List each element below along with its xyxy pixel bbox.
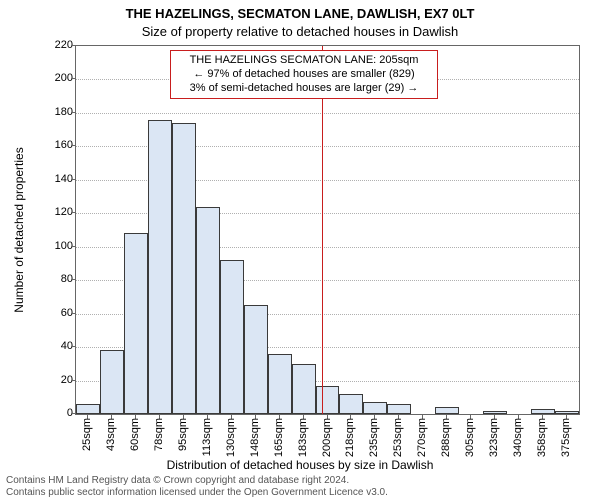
- y-tick-label: 220: [45, 39, 73, 51]
- y-tick-mark: [71, 145, 75, 146]
- x-tick-label: 270sqm: [416, 418, 428, 457]
- y-tick-label: 20: [45, 374, 73, 386]
- x-axis-label: Distribution of detached houses by size …: [0, 458, 600, 472]
- histogram-bar: [316, 386, 340, 414]
- x-tick-label: 78sqm: [153, 418, 165, 451]
- x-tick-label: 95sqm: [177, 418, 189, 451]
- x-tick-label: 43sqm: [105, 418, 117, 451]
- footer-attribution: Contains HM Land Registry data © Crown c…: [0, 475, 600, 498]
- x-tick-label: 340sqm: [512, 418, 524, 457]
- histogram-bar: [435, 407, 459, 414]
- plot-area: [75, 45, 580, 415]
- y-tick-mark: [71, 346, 75, 347]
- annotation-line-2: ← 97% of detached houses are smaller (82…: [177, 68, 431, 82]
- x-tick-label: 358sqm: [536, 418, 548, 457]
- y-tick-label: 180: [45, 106, 73, 118]
- x-tick-label: 200sqm: [321, 418, 333, 457]
- annotation-box: THE HAZELINGS SECMATON LANE: 205sqm ← 97…: [170, 50, 438, 99]
- histogram-bar: [244, 305, 268, 414]
- histogram-bar: [76, 404, 100, 414]
- grid-line: [76, 113, 579, 114]
- y-tick-mark: [71, 78, 75, 79]
- x-tick-label: 113sqm: [201, 418, 213, 456]
- x-tick-label: 305sqm: [464, 418, 476, 457]
- y-tick-label: 140: [45, 173, 73, 185]
- histogram-bar: [220, 260, 244, 414]
- x-tick-label: 25sqm: [81, 418, 93, 451]
- histogram-bar: [292, 364, 316, 414]
- y-tick-label: 0: [45, 407, 73, 419]
- x-tick-label: 288sqm: [440, 418, 452, 457]
- page-subtitle: Size of property relative to detached ho…: [0, 24, 600, 39]
- y-tick-label: 200: [45, 72, 73, 84]
- x-tick-label: 165sqm: [273, 418, 285, 457]
- y-tick-label: 80: [45, 273, 73, 285]
- y-tick-label: 100: [45, 240, 73, 252]
- footer-line-2: Contains public sector information licen…: [6, 487, 600, 499]
- y-tick-mark: [71, 112, 75, 113]
- y-tick-label: 120: [45, 206, 73, 218]
- histogram-bar: [339, 394, 363, 414]
- histogram-bar: [196, 207, 220, 414]
- y-tick-mark: [71, 380, 75, 381]
- y-axis-label: Number of detached properties: [12, 147, 26, 312]
- y-tick-mark: [71, 413, 75, 414]
- x-tick-label: 60sqm: [129, 418, 141, 451]
- histogram-bar: [387, 404, 411, 414]
- histogram-bar: [172, 123, 196, 414]
- histogram-bar: [148, 120, 172, 414]
- x-tick-label: 218sqm: [344, 418, 356, 457]
- y-tick-label: 160: [45, 139, 73, 151]
- x-tick-label: 183sqm: [297, 418, 309, 457]
- x-tick-label: 148sqm: [249, 418, 261, 457]
- footer-line-1: Contains HM Land Registry data © Crown c…: [6, 475, 600, 487]
- y-tick-mark: [71, 212, 75, 213]
- annotation-line-3: 3% of semi-detached houses are larger (2…: [177, 82, 431, 96]
- y-tick-label: 60: [45, 307, 73, 319]
- reference-line: [322, 46, 323, 414]
- y-tick-mark: [71, 45, 75, 46]
- histogram-bar: [531, 409, 555, 414]
- x-tick-label: 130sqm: [225, 418, 237, 457]
- histogram-bar: [363, 402, 387, 414]
- y-tick-mark: [71, 179, 75, 180]
- histogram-bar: [483, 411, 507, 414]
- x-tick-label: 253sqm: [392, 418, 404, 457]
- histogram-bar: [268, 354, 292, 414]
- histogram-bar: [100, 350, 124, 414]
- histogram-bar: [124, 233, 148, 414]
- x-tick-label: 323sqm: [488, 418, 500, 457]
- y-tick-mark: [71, 246, 75, 247]
- y-tick-mark: [71, 313, 75, 314]
- x-tick-label: 375sqm: [560, 418, 572, 457]
- annotation-line-1: THE HAZELINGS SECMATON LANE: 205sqm: [177, 54, 431, 68]
- y-tick-label: 40: [45, 340, 73, 352]
- histogram-bar: [555, 411, 579, 414]
- x-tick-label: 235sqm: [368, 418, 380, 457]
- y-tick-mark: [71, 279, 75, 280]
- page-title: THE HAZELINGS, SECMATON LANE, DAWLISH, E…: [0, 6, 600, 21]
